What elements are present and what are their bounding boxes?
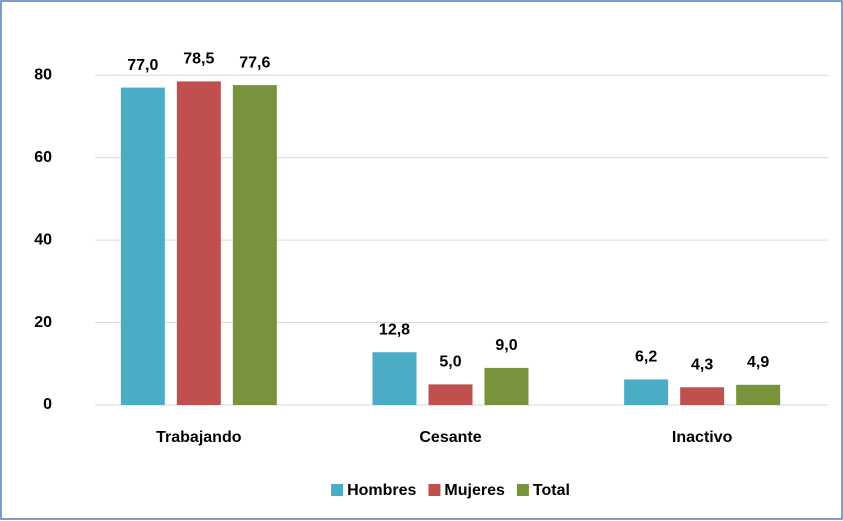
x-tick-label: Cesante	[419, 429, 481, 446]
legend-label: Total	[533, 482, 570, 499]
data-label: 77,0	[127, 57, 158, 74]
legend-label: Mujeres	[444, 482, 505, 499]
bar	[484, 367, 529, 405]
legend: Hombres Mujeres Total	[331, 482, 570, 499]
bar	[680, 387, 725, 405]
x-tick-label: Trabajando	[156, 429, 242, 446]
y-tick-label: 20	[34, 314, 52, 331]
data-label: 78,5	[183, 51, 214, 68]
data-label: 6,2	[635, 349, 657, 366]
data-label: 4,9	[747, 354, 769, 371]
legend-swatch	[516, 484, 529, 496]
legend-label: Hombres	[347, 482, 416, 499]
bar	[428, 384, 473, 405]
y-tick-label: 0	[43, 396, 52, 413]
data-label: 12,8	[379, 321, 410, 338]
legend-swatch	[331, 484, 344, 496]
y-tick-label: 80	[34, 66, 52, 83]
data-label: 9,0	[495, 337, 517, 354]
y-tick-label: 40	[34, 231, 52, 248]
legend-swatch	[428, 484, 441, 496]
bar	[232, 85, 277, 406]
bar	[176, 81, 221, 406]
x-tick-label: Inactivo	[672, 429, 733, 446]
data-label: 4,3	[691, 356, 713, 373]
data-label: 5,0	[439, 354, 461, 371]
data-label: 77,6	[239, 54, 270, 71]
bar	[624, 379, 669, 405]
y-tick-label: 60	[34, 149, 52, 166]
bar	[736, 384, 781, 405]
bar	[120, 87, 165, 405]
bar	[372, 352, 417, 405]
